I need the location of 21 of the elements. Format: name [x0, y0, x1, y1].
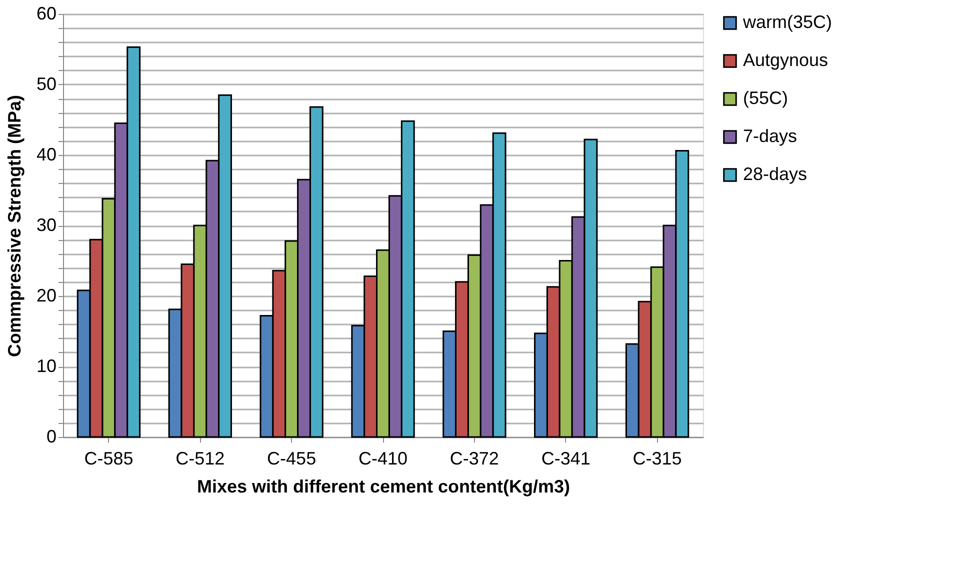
y-tick-label: 0 [46, 426, 56, 446]
x-tick-label: C-512 [176, 448, 225, 468]
x-tick-label: C-585 [84, 448, 134, 468]
x-tick-label: C-455 [267, 448, 316, 468]
y-tick-label: 10 [36, 356, 56, 376]
legend-label: Autgynous [743, 50, 828, 70]
legend-label: warm(35C) [742, 12, 832, 32]
y-tick-label: 20 [36, 286, 56, 306]
y-tick-label: 60 [36, 4, 56, 24]
x-tick-label: C-315 [632, 448, 682, 468]
x-axis-title: Mixes with different cement content(Kg/m3) [196, 476, 570, 496]
y-tick-label: 50 [36, 74, 56, 94]
y-axis-title: Commpressive Strength (MPa) [4, 94, 24, 358]
x-tick-label: C-410 [358, 448, 408, 468]
legend-label: 28-days [743, 164, 808, 184]
x-tick-label: C-341 [541, 448, 590, 468]
y-tick-label: 30 [36, 215, 56, 235]
legend-label: (55C) [743, 88, 788, 108]
y-tick-label: 40 [36, 144, 56, 164]
x-tick-label: C-372 [450, 448, 499, 468]
legend-label: 7-days [743, 126, 798, 146]
